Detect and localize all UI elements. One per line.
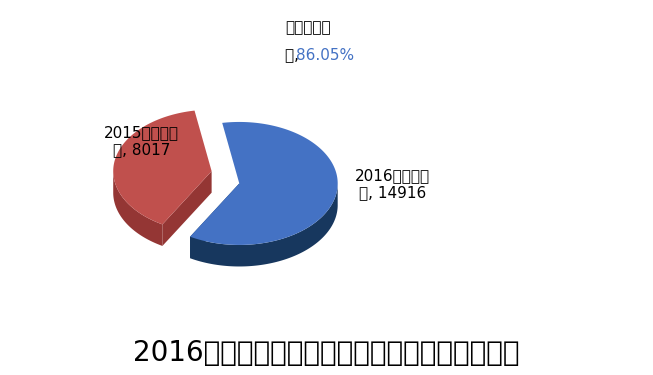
Text: 2015年累计销
量, 8017: 2015年累计销 量, 8017 <box>104 125 179 158</box>
Polygon shape <box>190 184 338 267</box>
Polygon shape <box>113 171 163 246</box>
Text: 2016年累计销
量, 14916: 2016年累计销 量, 14916 <box>355 168 430 200</box>
Text: 长,: 长, <box>285 48 304 63</box>
Polygon shape <box>113 111 212 224</box>
Polygon shape <box>190 122 338 245</box>
Polygon shape <box>163 171 212 246</box>
Text: 2016年安徽江淮中卡（含非完整车辆）销量分析: 2016年安徽江淮中卡（含非完整车辆）销量分析 <box>133 339 520 368</box>
Polygon shape <box>190 183 239 258</box>
Text: 同比累计增: 同比累计增 <box>285 21 331 36</box>
Text: 86.05%: 86.05% <box>296 48 355 63</box>
